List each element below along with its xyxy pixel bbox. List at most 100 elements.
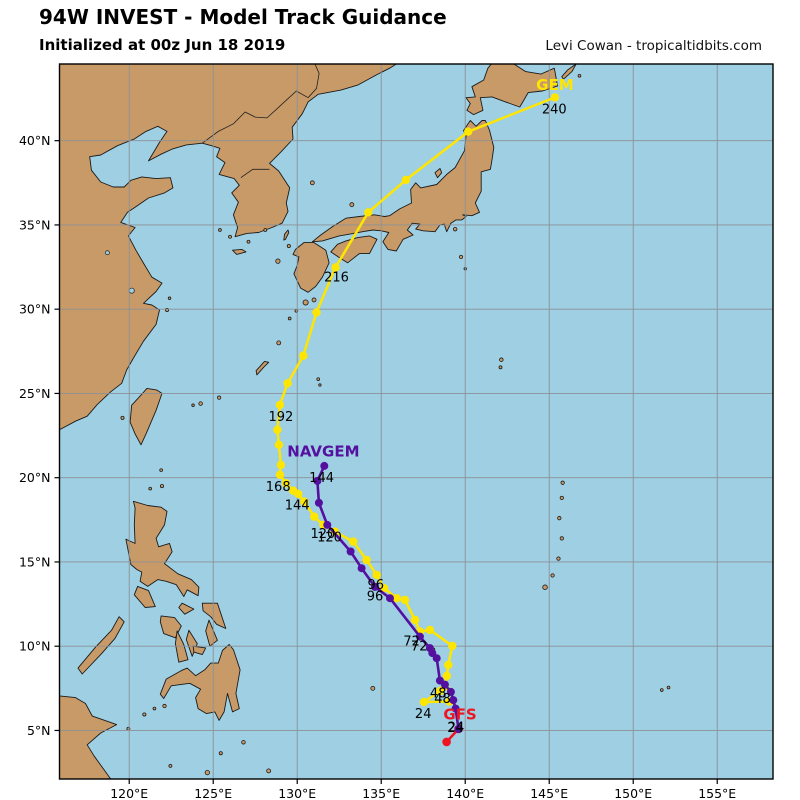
y-tick-label: 25°N <box>19 386 51 401</box>
x-tick-label: 130°E <box>278 786 316 800</box>
hour-label-gem: 24 <box>415 707 432 722</box>
landmass-samar <box>201 602 227 629</box>
islet <box>162 703 167 709</box>
hour-label-navgem: 96 <box>367 590 384 605</box>
landmass-mindoro <box>133 585 156 608</box>
y-tick-label: 20°N <box>19 470 51 485</box>
track-point-gem <box>392 594 401 603</box>
track-point-gem <box>425 625 435 635</box>
track-point-gem <box>281 479 291 488</box>
track-point-gem <box>275 470 285 479</box>
landmass-palawan <box>77 616 125 675</box>
islet <box>142 712 147 717</box>
track-point-navgem <box>357 564 366 573</box>
x-tick-label: 145°E <box>530 786 568 800</box>
islet <box>498 365 503 370</box>
hour-label-navgem: 48 <box>434 692 451 707</box>
hour-label-navgem: 120 <box>317 530 342 545</box>
islet <box>559 536 564 541</box>
model-label-gfs: GFS <box>443 706 476 724</box>
track-point-gem <box>312 308 321 317</box>
track-point-gem <box>400 595 410 605</box>
islet <box>152 706 157 711</box>
y-tick-label: 35°N <box>19 217 51 232</box>
islet <box>218 751 223 756</box>
x-tick-label: 155°E <box>698 786 736 800</box>
islet <box>316 377 321 381</box>
track-point-navgem <box>323 520 332 529</box>
track-point-navgem <box>346 547 355 556</box>
track-point-gem <box>283 379 292 388</box>
landmass-bohol <box>192 645 207 656</box>
islet <box>666 685 671 690</box>
islet <box>168 763 173 768</box>
hour-label-gem: 144 <box>285 499 310 514</box>
islet <box>286 243 291 248</box>
islet <box>499 357 504 362</box>
hour-label-gem: 120 <box>310 527 335 542</box>
y-tick-label: 30°N <box>19 302 51 317</box>
landmass-hokkaido <box>465 64 559 116</box>
track-point-navgem <box>425 644 434 653</box>
track-point-gfs <box>442 737 451 747</box>
track-point-navgem <box>435 676 444 685</box>
hour-label-gem: 192 <box>268 410 293 425</box>
islet <box>217 395 222 400</box>
y-tick-label: 40°N <box>19 133 51 148</box>
islet <box>311 297 317 303</box>
credit-text: Levi Cowan - tropicaltidbits.com <box>545 38 762 54</box>
x-tick-label: 135°E <box>362 786 400 800</box>
model-label-gem: GEM <box>536 76 574 94</box>
track-point-navgem <box>313 476 322 485</box>
hour-label-gfs: 24 <box>448 720 465 735</box>
islet <box>159 484 164 489</box>
track-point-navgem <box>386 594 394 603</box>
islet <box>349 202 355 208</box>
track-point-gem <box>362 555 371 565</box>
track-point-navgem <box>454 725 463 733</box>
page-title: 94W INVEST - Model Track Guidance <box>39 5 447 29</box>
track-point-gem <box>289 486 298 495</box>
track-point-gem <box>273 425 282 434</box>
plot-frame <box>58 63 774 780</box>
track-point-navgem <box>314 498 323 507</box>
lake <box>128 287 135 294</box>
islet <box>370 685 376 691</box>
map-layers: 24487296120144168192216240GEM24GFS244872… <box>59 64 773 779</box>
track-point-gem <box>401 175 411 185</box>
hour-label-gem: 168 <box>266 480 291 495</box>
border-russia_china <box>307 64 320 98</box>
track-point-gem <box>464 127 473 136</box>
islet <box>318 383 322 387</box>
track-point-navgem <box>451 704 460 713</box>
track-point-gem <box>410 615 420 625</box>
track-point-gem <box>331 263 340 272</box>
islet <box>159 468 163 472</box>
islet <box>452 226 458 232</box>
landmass-sado <box>434 168 443 179</box>
track-gem <box>273 93 560 707</box>
hour-label-navgem: 144 <box>309 471 334 486</box>
islet <box>228 234 232 239</box>
hour-label-gem: 240 <box>542 103 567 118</box>
y-tick-label: 10°N <box>19 639 51 654</box>
track-point-gem <box>444 660 453 670</box>
landmass-tsushima <box>283 229 290 241</box>
islet <box>287 316 292 321</box>
islet <box>659 688 664 692</box>
islet <box>218 228 222 232</box>
islet <box>191 403 195 407</box>
landmass-okinawa <box>255 360 270 376</box>
islet <box>275 258 281 264</box>
x-tick-label: 150°E <box>614 786 652 800</box>
hour-label-gem: 216 <box>324 270 349 285</box>
track-point-navgem <box>415 632 424 641</box>
islet <box>120 415 125 420</box>
islet <box>309 180 315 186</box>
track-point-navgem <box>320 461 329 470</box>
track-point-navgem <box>446 687 455 696</box>
track-navgem <box>313 461 463 733</box>
islet <box>263 228 268 232</box>
islet <box>559 495 564 501</box>
